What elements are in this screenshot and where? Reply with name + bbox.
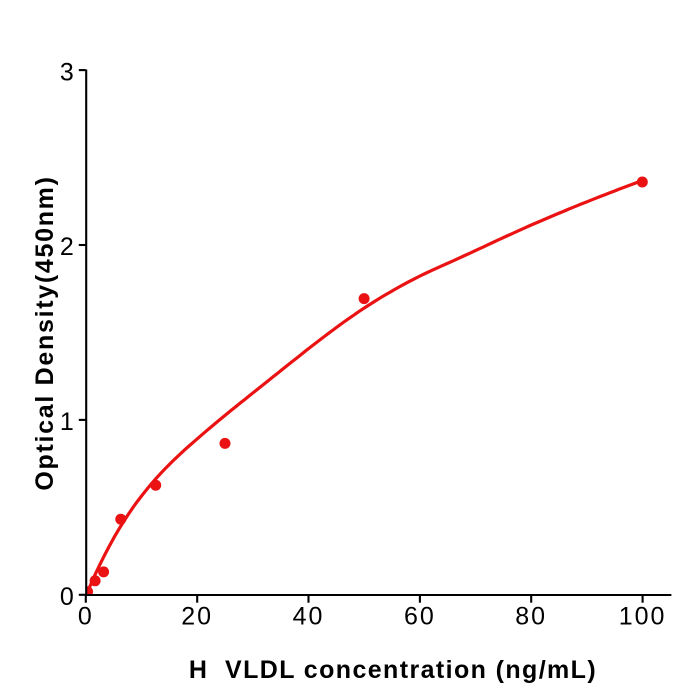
svg-text:2: 2 (60, 233, 76, 261)
svg-text:100: 100 (619, 603, 667, 631)
svg-text:80: 80 (515, 603, 547, 631)
svg-text:60: 60 (404, 603, 436, 631)
svg-text:1: 1 (60, 408, 76, 436)
svg-text:Optical Density(450nm): Optical Density(450nm) (31, 175, 59, 490)
svg-text:0: 0 (60, 583, 76, 611)
svg-text:3: 3 (60, 58, 76, 86)
svg-text:20: 20 (181, 603, 213, 631)
svg-text:40: 40 (293, 603, 325, 631)
svg-text:H VLDL concentration (ng/mL): H VLDL concentration (ng/mL) (189, 656, 597, 684)
svg-text:0: 0 (78, 603, 94, 631)
